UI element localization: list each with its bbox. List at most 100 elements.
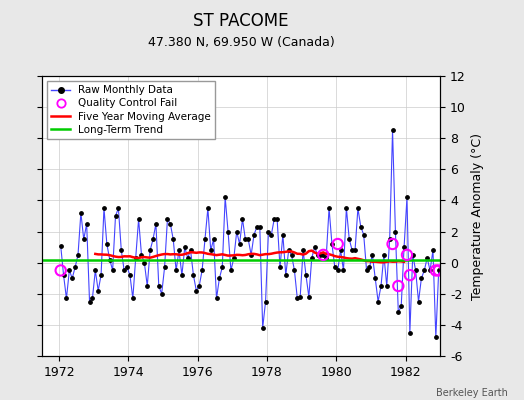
Point	[299, 247, 307, 254]
Point	[192, 288, 201, 294]
Point	[279, 232, 287, 238]
Point	[158, 290, 166, 297]
Point	[400, 244, 408, 250]
Point	[230, 255, 238, 261]
Point	[117, 247, 125, 254]
Point	[342, 205, 351, 212]
Point	[328, 241, 336, 247]
Point	[374, 298, 383, 305]
Point	[293, 295, 301, 302]
Point	[241, 236, 249, 242]
Point	[331, 264, 339, 270]
Point	[388, 127, 397, 134]
Point	[91, 267, 100, 274]
Point	[394, 309, 402, 316]
Point	[146, 247, 155, 254]
Point	[310, 244, 319, 250]
Point	[432, 334, 440, 340]
Point	[201, 236, 209, 242]
Point	[302, 272, 310, 278]
Point	[224, 228, 232, 235]
Point	[423, 255, 431, 261]
Point	[403, 194, 411, 200]
Point	[308, 255, 316, 261]
Point	[108, 267, 117, 274]
Point	[169, 236, 178, 242]
Point	[233, 228, 241, 235]
Point	[152, 220, 160, 227]
Point	[414, 298, 423, 305]
Point	[215, 275, 224, 282]
Point	[155, 283, 163, 289]
Point	[212, 295, 221, 302]
Point	[325, 205, 333, 212]
Point	[80, 236, 88, 242]
Point	[406, 330, 414, 336]
Point	[189, 272, 198, 278]
Legend: Raw Monthly Data, Quality Control Fail, Five Year Moving Average, Long-Term Tren: Raw Monthly Data, Quality Control Fail, …	[47, 81, 215, 139]
Point	[417, 275, 425, 282]
Point	[114, 205, 123, 212]
Point	[253, 224, 261, 230]
Point	[371, 275, 379, 282]
Point	[140, 260, 148, 266]
Point	[345, 236, 354, 242]
Point	[363, 267, 371, 274]
Point	[339, 267, 347, 274]
Point	[105, 256, 114, 263]
Point	[336, 247, 345, 254]
Point	[296, 294, 304, 300]
Point	[57, 267, 65, 274]
Point	[183, 255, 192, 261]
Point	[287, 252, 296, 258]
Point	[175, 247, 183, 254]
Point	[94, 288, 102, 294]
Point	[59, 272, 68, 278]
Point	[163, 216, 172, 222]
Point	[149, 236, 157, 242]
Point	[386, 236, 394, 242]
Point	[210, 236, 218, 242]
Point	[434, 267, 443, 274]
Point	[264, 228, 272, 235]
Point	[270, 216, 278, 222]
Point	[135, 216, 143, 222]
Point	[388, 241, 397, 247]
Y-axis label: Temperature Anomaly (°C): Temperature Anomaly (°C)	[471, 132, 484, 300]
Point	[178, 272, 186, 278]
Point	[166, 220, 174, 227]
Point	[359, 232, 368, 238]
Point	[82, 220, 91, 227]
Point	[348, 247, 356, 254]
Text: 47.380 N, 69.950 W (Canada): 47.380 N, 69.950 W (Canada)	[148, 36, 334, 49]
Point	[74, 252, 82, 258]
Point	[221, 194, 230, 200]
Point	[429, 247, 437, 254]
Point	[103, 241, 111, 247]
Point	[409, 252, 417, 258]
Point	[65, 267, 73, 274]
Text: ST PACOME: ST PACOME	[193, 12, 289, 30]
Point	[351, 247, 359, 254]
Point	[71, 264, 79, 270]
Point	[368, 252, 377, 258]
Point	[250, 232, 258, 238]
Point	[111, 213, 119, 219]
Point	[383, 283, 391, 289]
Point	[247, 252, 255, 258]
Point	[281, 272, 290, 278]
Point	[394, 283, 402, 289]
Point	[334, 241, 342, 247]
Point	[276, 264, 284, 270]
Point	[204, 205, 212, 212]
Point	[432, 267, 440, 274]
Point	[261, 298, 270, 305]
Point	[357, 224, 365, 230]
Point	[88, 295, 96, 302]
Point	[57, 242, 65, 249]
Point	[120, 267, 128, 274]
Point	[290, 267, 299, 274]
Point	[85, 298, 94, 305]
Point	[195, 283, 203, 289]
Point	[377, 283, 385, 289]
